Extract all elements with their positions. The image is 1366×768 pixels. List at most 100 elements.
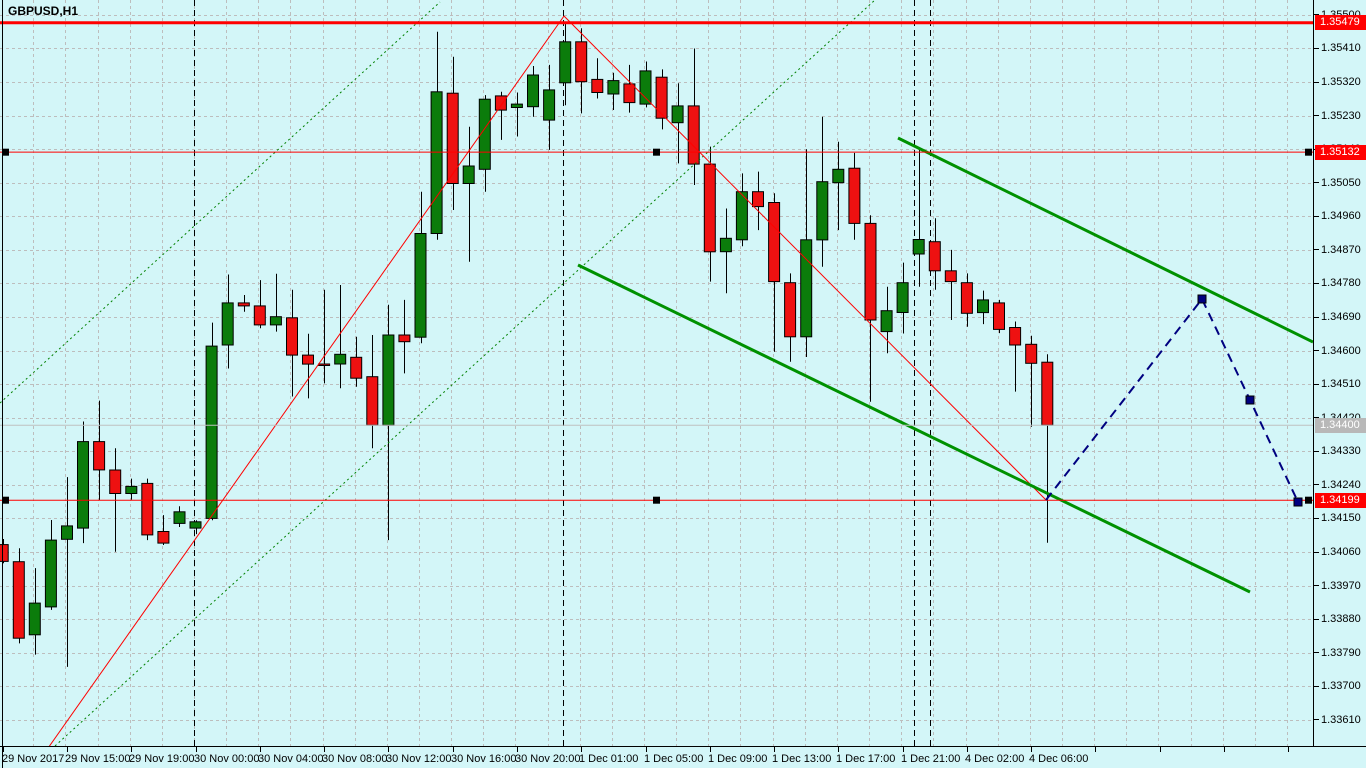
candle-bullish — [559, 22, 572, 106]
candle-bearish — [1009, 321, 1022, 392]
time-axis-tick — [517, 747, 518, 752]
price-axis-label: 1.34600 — [1321, 344, 1361, 357]
candle-body — [28, 602, 41, 636]
candle-body — [912, 239, 925, 255]
price-axis-tick — [1314, 115, 1319, 117]
candle-body — [752, 191, 764, 208]
price-axis-tick — [1314, 652, 1319, 654]
candle-body — [414, 233, 427, 338]
candle-body — [575, 41, 588, 83]
time-axis-tick — [3, 747, 4, 752]
candle-body — [478, 98, 491, 170]
candle-bullish — [977, 290, 989, 325]
price-axis-label: 1.33970 — [1321, 579, 1361, 592]
candle-body — [189, 521, 202, 529]
line-selection-handle[interactable] — [653, 496, 660, 504]
candle-bullish — [671, 83, 684, 164]
candle-body — [350, 356, 363, 379]
time-axis-tick — [1224, 747, 1225, 752]
candle-body — [816, 181, 829, 241]
candle-body — [494, 95, 507, 111]
candle-body — [286, 317, 298, 356]
candle-body — [302, 354, 314, 365]
price-axis[interactable]: 1.355001.354101.353201.352301.351401.350… — [1313, 0, 1366, 746]
time-axis-tick — [131, 747, 132, 752]
candle-body — [527, 74, 539, 108]
price-axis-label: 1.35320 — [1321, 76, 1361, 89]
candle-bullish — [430, 31, 443, 240]
candle-bearish — [302, 333, 314, 399]
candle-body — [639, 70, 652, 105]
price-axis-label: 1.35230 — [1321, 109, 1361, 122]
candle-bearish — [350, 336, 363, 387]
green-channel-line[interactable] — [897, 136, 1313, 344]
chart-plot-area[interactable] — [0, 0, 1313, 746]
candle-bullish — [205, 322, 218, 521]
time-axis-label: 1 Dec 01:00 — [579, 753, 639, 765]
red-trendline[interactable] — [34, 15, 565, 746]
candle-bullish — [478, 95, 491, 192]
line-selection-handle[interactable] — [1305, 148, 1312, 156]
candle-body — [543, 89, 556, 121]
candle-body — [848, 167, 861, 224]
projection-node-square[interactable] — [1197, 294, 1207, 304]
time-axis-label: 30 Nov 12:00 — [386, 753, 452, 765]
candle-body — [1025, 343, 1038, 364]
time-axis-tick — [67, 747, 68, 752]
candle-body — [157, 531, 170, 544]
price-axis-tick — [1314, 484, 1319, 486]
forecast-projection-line[interactable] — [1045, 297, 1299, 503]
time-axis-label: 30 Nov 08:00 — [322, 753, 388, 765]
candle-bearish — [960, 273, 973, 327]
candle-body — [960, 282, 973, 314]
red-trendline[interactable] — [563, 15, 1047, 501]
green-channel-line[interactable] — [577, 263, 1251, 594]
time-axis[interactable]: 29 Nov 2017 29 Nov 15:00 29 Nov 19:00 30 No… — [0, 746, 1366, 768]
green-fan-trendline[interactable] — [54, 0, 876, 746]
time-axis-tick — [1095, 747, 1096, 752]
price-axis-label: 1.34060 — [1321, 546, 1361, 559]
projection-node-square[interactable] — [1293, 497, 1303, 507]
price-axis-tick — [1314, 47, 1319, 49]
price-axis-tick — [1314, 350, 1319, 352]
candle-bullish — [334, 285, 347, 389]
candle-body — [896, 282, 909, 314]
line-selection-handle[interactable] — [2, 148, 9, 156]
candle-bearish — [286, 289, 298, 397]
time-axis-tick — [903, 747, 904, 752]
candle-bullish — [173, 506, 186, 527]
candle-bullish — [800, 149, 813, 357]
line-selection-handle[interactable] — [1305, 496, 1312, 504]
line-selection-handle[interactable] — [2, 496, 9, 504]
candle-body — [77, 441, 89, 529]
candle-bearish — [1041, 354, 1054, 543]
candle-bearish — [993, 299, 1005, 334]
candle-body — [591, 78, 604, 94]
price-axis-label: 1.34240 — [1321, 478, 1361, 491]
time-axis-label: 1 Dec 13:00 — [772, 753, 832, 765]
candle-bearish — [446, 56, 459, 210]
candle-body — [446, 92, 459, 184]
candle-bearish — [494, 91, 507, 140]
candle-bearish — [623, 64, 636, 113]
projection-node-square[interactable] — [1245, 395, 1255, 405]
price-level-badge: 1.35132 — [1315, 144, 1366, 160]
candle-body — [1009, 327, 1022, 346]
candle-body — [655, 76, 668, 119]
time-axis-label: 1 Dec 05:00 — [644, 753, 704, 765]
candle-body — [44, 539, 57, 608]
time-axis-tick — [453, 747, 454, 752]
candle-body — [800, 239, 813, 338]
time-axis-label: 30 Nov 20:00 — [515, 753, 581, 765]
candle-bullish — [639, 61, 652, 108]
candle-body — [334, 353, 347, 365]
price-axis-tick — [1314, 618, 1319, 620]
line-selection-handle[interactable] — [653, 148, 660, 156]
candle-bullish — [189, 520, 202, 535]
green-fan-trendline[interactable] — [0, 1, 441, 404]
price-axis-tick — [1314, 551, 1319, 553]
candle-bearish — [398, 299, 411, 374]
candle-body — [221, 302, 234, 346]
price-axis-tick — [1314, 182, 1319, 184]
